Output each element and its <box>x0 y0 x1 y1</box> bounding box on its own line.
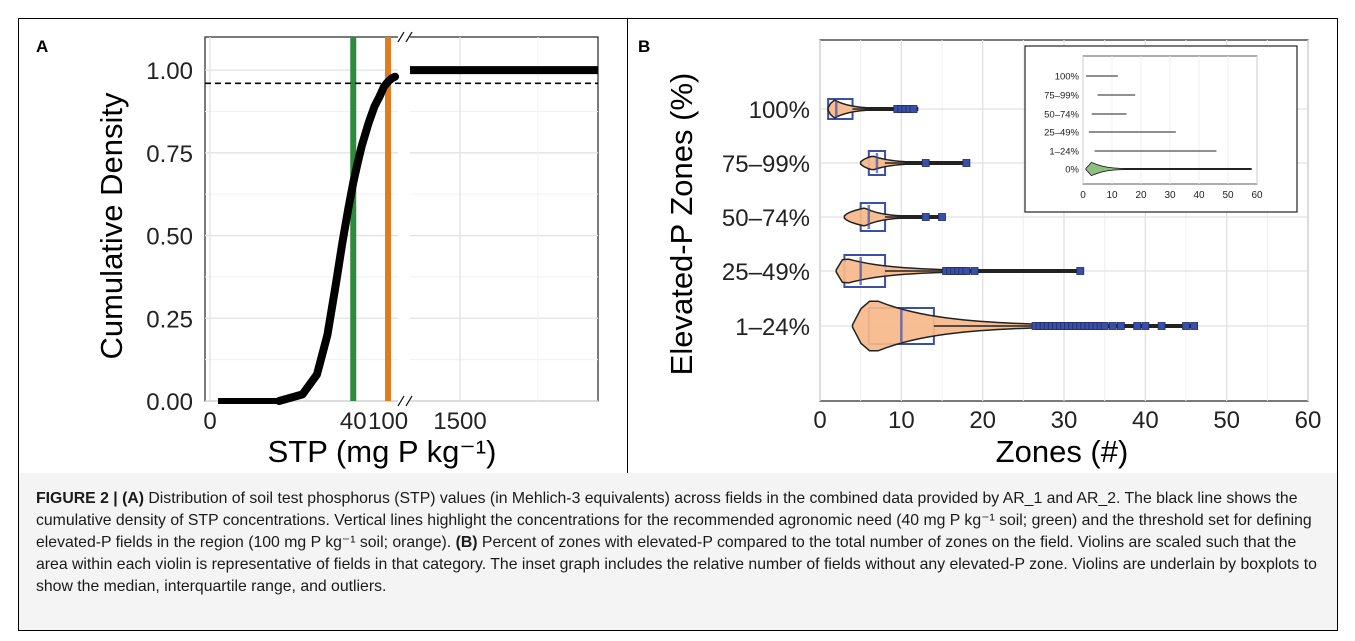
y-tick-a: 1.00 <box>146 58 193 85</box>
x-tick-b: 30 <box>1051 407 1078 434</box>
outlier-point <box>1108 322 1117 330</box>
y-tick-a: 0.25 <box>146 306 193 333</box>
inset-x-tick: 50 <box>1222 190 1234 201</box>
y-tick-b: 50–74% <box>722 205 810 232</box>
outlier-point <box>1076 267 1085 275</box>
outlier-point <box>938 213 946 221</box>
inset-x-tick: 20 <box>1135 190 1147 201</box>
outlier-point <box>909 105 918 113</box>
inset-x-tick: 0 <box>1080 190 1086 201</box>
inset-violin-0 <box>1085 161 1252 177</box>
x-axis-label-b: Zones (#) <box>996 434 1129 469</box>
y-tick-a: 0.00 <box>146 389 193 416</box>
y-axis-label-a: Cumulative Density <box>94 92 129 360</box>
x-tick-b: 0 <box>813 407 826 434</box>
cumulative-density-line <box>275 72 399 405</box>
axis-break-gap <box>398 35 410 403</box>
outlier-point <box>1100 322 1109 330</box>
x-tick-a: 100 <box>368 408 408 435</box>
caption-figure-label: FIGURE 2 | <box>36 490 118 507</box>
outlier-point <box>1141 322 1150 330</box>
inset-y-tick: 75–99% <box>1044 91 1079 102</box>
panel-a-label: A <box>36 37 48 56</box>
y-axis-label-b: Elevated-P Zones (%) <box>664 73 699 376</box>
x-tick-a: 1500 <box>433 408 486 435</box>
inset-y-tick: 25–49% <box>1044 128 1079 139</box>
outlier-point <box>921 159 930 167</box>
inset-y-tick: 100% <box>1055 72 1080 83</box>
y-tick-b: 1–24% <box>735 314 810 341</box>
x-tick-b: 50 <box>1213 407 1240 434</box>
reference-line-green <box>350 37 357 401</box>
caption-b-ref: (B) <box>455 534 478 551</box>
x-tick-b: 60 <box>1295 407 1322 434</box>
outlier-point <box>1190 322 1199 330</box>
outlier-point <box>970 267 979 275</box>
inset-y-tick: 50–74% <box>1044 110 1079 121</box>
outlier-point <box>1182 322 1190 330</box>
inset-y-tick: 0% <box>1065 165 1079 176</box>
x-tick-a: 0 <box>203 408 216 435</box>
panel-divider <box>627 18 628 474</box>
inset-x-tick: 60 <box>1251 190 1263 201</box>
caption-a-ref: (A) <box>122 490 144 507</box>
caption-b-text: Percent of zones with elevated-P compare… <box>36 534 1317 595</box>
x-tick-a: 40 <box>340 408 367 435</box>
reference-line-orange <box>385 37 392 401</box>
inset-x-tick: 10 <box>1106 190 1118 201</box>
break-mark <box>405 395 413 407</box>
y-tick-a: 0.50 <box>146 224 193 251</box>
inset-x-tick: 40 <box>1193 190 1205 201</box>
x-tick-b: 20 <box>969 407 996 434</box>
panel-a-chart: 0.00 0.25 0.50 0.75 1.00 0 40 100 1500 A Cumulat… <box>36 31 599 469</box>
outlier-point <box>1157 322 1166 330</box>
outlier-point <box>1133 322 1142 330</box>
outlier-point <box>962 267 971 275</box>
break-mark <box>397 31 405 43</box>
panel-b-label: B <box>638 37 650 56</box>
inset-y-tick: 1–24% <box>1049 147 1079 158</box>
x-tick-b: 40 <box>1132 407 1159 434</box>
y-tick-a: 0.75 <box>146 141 193 168</box>
y-tick-b: 100% <box>749 97 810 124</box>
outlier-point <box>921 213 930 221</box>
inset-x-tick: 30 <box>1164 190 1176 201</box>
outlier-point <box>1117 322 1125 330</box>
break-mark <box>405 31 413 43</box>
x-tick-b: 10 <box>888 407 915 434</box>
panel-b-chart: 100%75–99%50–74%25–49%1–24%0 10 20 30 40 50 60… <box>638 37 1322 469</box>
caption-a-text: Distribution of soil test phosphorus (ST… <box>36 490 1312 551</box>
x-axis-label-a: STP (mg P kg⁻¹) <box>268 434 497 469</box>
caption-box <box>18 473 1338 631</box>
y-tick-b: 25–49% <box>722 259 810 286</box>
figure-caption: FIGURE 2 | (A) Distribution of soil test… <box>36 488 1326 598</box>
break-mark <box>397 395 405 407</box>
y-tick-b: 75–99% <box>722 151 810 178</box>
outlier-point <box>962 159 971 167</box>
